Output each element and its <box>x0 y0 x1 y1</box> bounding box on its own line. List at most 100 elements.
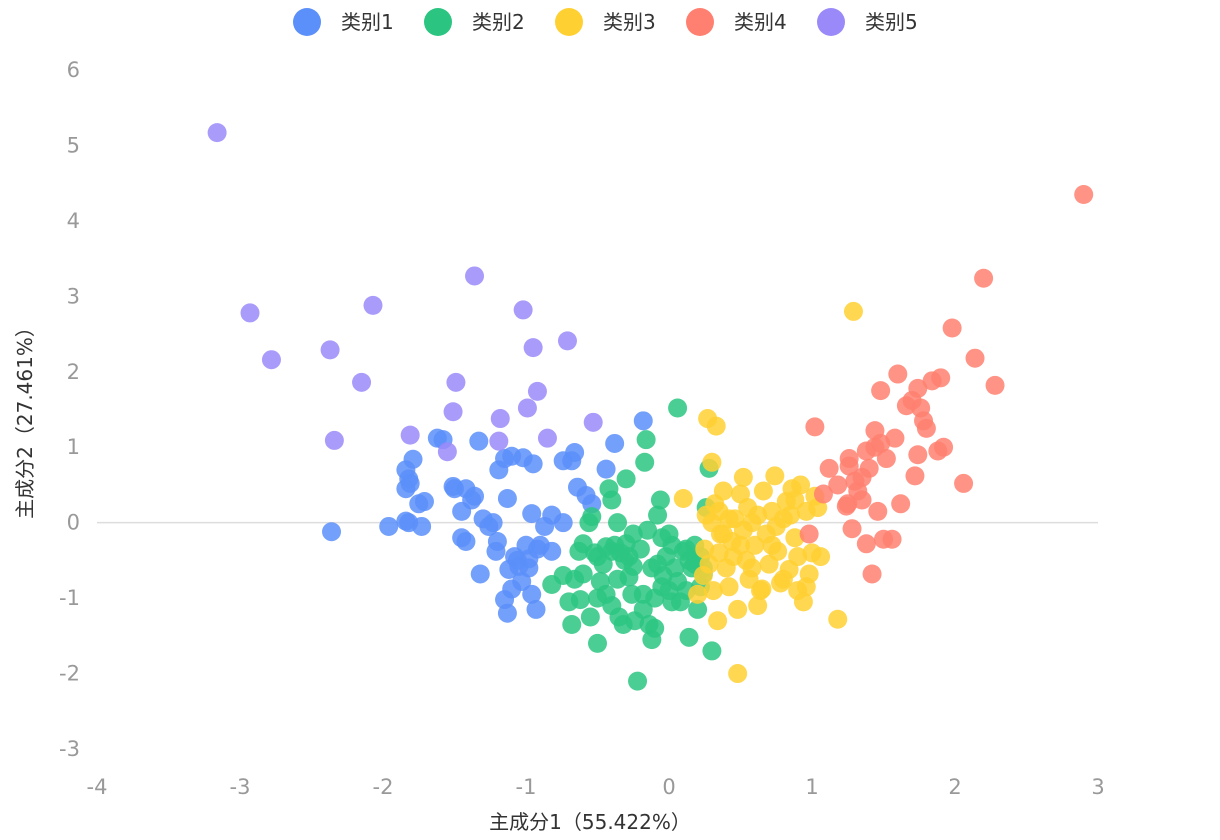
data-point[interactable] <box>862 564 882 584</box>
data-point[interactable] <box>542 575 562 595</box>
data-point[interactable] <box>839 456 859 476</box>
data-point[interactable] <box>828 609 848 629</box>
data-point[interactable] <box>652 577 672 597</box>
data-point[interactable] <box>512 572 532 592</box>
data-point[interactable] <box>573 534 593 554</box>
data-point[interactable] <box>733 467 753 487</box>
data-point[interactable] <box>843 301 863 321</box>
data-point[interactable] <box>523 338 543 358</box>
legend-item-1[interactable]: 类别1 <box>293 8 394 36</box>
data-point[interactable] <box>765 466 785 486</box>
data-point[interactable] <box>852 490 872 510</box>
data-point[interactable] <box>688 584 708 604</box>
data-point[interactable] <box>785 528 805 548</box>
data-point[interactable] <box>662 592 682 612</box>
data-point[interactable] <box>582 507 602 527</box>
data-point[interactable] <box>702 452 722 472</box>
data-point[interactable] <box>905 466 925 486</box>
data-point[interactable] <box>642 558 662 578</box>
data-point[interactable] <box>753 481 773 501</box>
data-point[interactable] <box>608 513 628 533</box>
data-point[interactable] <box>403 449 423 469</box>
data-point[interactable] <box>713 524 733 544</box>
data-point[interactable] <box>557 331 577 351</box>
data-point[interactable] <box>437 442 457 462</box>
data-point[interactable] <box>456 532 476 552</box>
data-point[interactable] <box>379 516 399 536</box>
data-point[interactable] <box>785 490 805 510</box>
data-point[interactable] <box>553 513 573 533</box>
data-point[interactable] <box>522 504 542 524</box>
data-point[interactable] <box>788 547 808 567</box>
data-point[interactable] <box>702 641 722 661</box>
data-point[interactable] <box>728 664 748 684</box>
data-point[interactable] <box>497 603 517 623</box>
data-point[interactable] <box>352 372 372 392</box>
data-point[interactable] <box>679 627 699 647</box>
data-point[interactable] <box>483 513 503 533</box>
data-point[interactable] <box>871 433 891 453</box>
data-point[interactable] <box>497 489 517 509</box>
data-point[interactable] <box>443 402 463 422</box>
data-point[interactable] <box>762 535 782 555</box>
data-point[interactable] <box>954 473 974 493</box>
data-point[interactable] <box>709 543 729 563</box>
data-point[interactable] <box>648 505 668 525</box>
data-point[interactable] <box>673 489 693 509</box>
data-point[interactable] <box>489 431 509 451</box>
data-point[interactable] <box>942 318 962 338</box>
data-point[interactable] <box>517 398 537 418</box>
data-point[interactable] <box>773 569 793 589</box>
data-point[interactable] <box>465 486 485 506</box>
data-point[interactable] <box>796 577 816 597</box>
data-point[interactable] <box>882 529 902 549</box>
data-point[interactable] <box>523 454 543 474</box>
data-point[interactable] <box>573 564 593 584</box>
data-point[interactable] <box>791 475 811 495</box>
data-point[interactable] <box>650 490 670 510</box>
data-point[interactable] <box>261 350 281 370</box>
data-point[interactable] <box>320 340 340 360</box>
data-point[interactable] <box>630 539 650 559</box>
data-point[interactable] <box>781 505 801 525</box>
data-point[interactable] <box>706 416 726 436</box>
data-point[interactable] <box>668 398 688 418</box>
data-point[interactable] <box>596 459 616 479</box>
data-point[interactable] <box>813 484 833 504</box>
data-point[interactable] <box>322 522 342 542</box>
data-point[interactable] <box>856 534 876 554</box>
data-point[interactable] <box>731 535 750 555</box>
data-point[interactable] <box>868 501 888 521</box>
legend-item-4[interactable]: 类别4 <box>686 8 787 36</box>
legend-item-2[interactable]: 类别2 <box>424 8 525 36</box>
data-point[interactable] <box>602 490 622 510</box>
data-point[interactable] <box>668 572 688 592</box>
data-point[interactable] <box>609 607 629 627</box>
data-point[interactable] <box>628 671 648 691</box>
data-point[interactable] <box>490 409 510 429</box>
data-point[interactable] <box>811 547 831 567</box>
data-point[interactable] <box>838 494 858 514</box>
data-point[interactable] <box>852 467 872 487</box>
data-point[interactable] <box>537 428 557 448</box>
data-point[interactable] <box>688 599 708 619</box>
data-point[interactable] <box>580 607 600 627</box>
data-point[interactable] <box>885 428 905 448</box>
data-point[interactable] <box>719 577 739 597</box>
data-point[interactable] <box>871 381 891 401</box>
data-point[interactable] <box>623 556 643 576</box>
data-point[interactable] <box>470 564 490 584</box>
data-point[interactable] <box>542 541 562 561</box>
data-point[interactable] <box>908 445 928 465</box>
data-point[interactable] <box>752 579 772 599</box>
data-point[interactable] <box>596 537 616 557</box>
data-point[interactable] <box>703 581 723 601</box>
data-point[interactable] <box>487 532 507 552</box>
data-point[interactable] <box>414 492 434 512</box>
data-point[interactable] <box>616 469 636 489</box>
data-point[interactable] <box>638 520 658 540</box>
data-point[interactable] <box>733 520 753 540</box>
data-point[interactable] <box>891 494 911 514</box>
data-point[interactable] <box>633 411 653 431</box>
data-point[interactable] <box>793 592 813 612</box>
